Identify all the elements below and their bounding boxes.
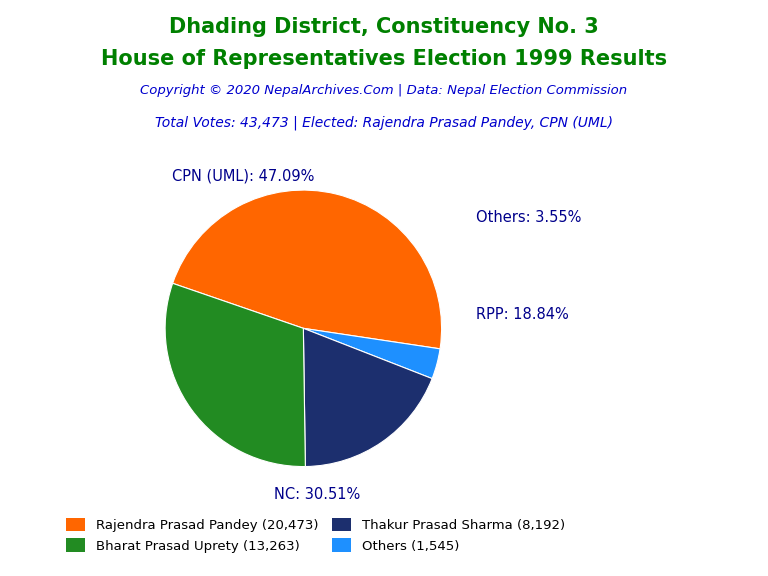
Text: Copyright © 2020 NepalArchives.Com | Data: Nepal Election Commission: Copyright © 2020 NepalArchives.Com | Dat… (141, 84, 627, 97)
Wedge shape (303, 328, 440, 378)
Text: House of Representatives Election 1999 Results: House of Representatives Election 1999 R… (101, 49, 667, 69)
Text: Others: 3.55%: Others: 3.55% (476, 210, 581, 225)
Wedge shape (173, 190, 442, 349)
Text: NC: 30.51%: NC: 30.51% (274, 487, 360, 502)
Legend: Rajendra Prasad Pandey (20,473), Bharat Prasad Uprety (13,263), Thakur Prasad Sh: Rajendra Prasad Pandey (20,473), Bharat … (61, 512, 571, 558)
Wedge shape (303, 328, 432, 467)
Wedge shape (165, 283, 306, 467)
Text: Dhading District, Constituency No. 3: Dhading District, Constituency No. 3 (169, 17, 599, 37)
Text: Total Votes: 43,473 | Elected: Rajendra Prasad Pandey, CPN (UML): Total Votes: 43,473 | Elected: Rajendra … (155, 115, 613, 130)
Text: CPN (UML): 47.09%: CPN (UML): 47.09% (172, 169, 314, 184)
Text: RPP: 18.84%: RPP: 18.84% (476, 307, 569, 322)
